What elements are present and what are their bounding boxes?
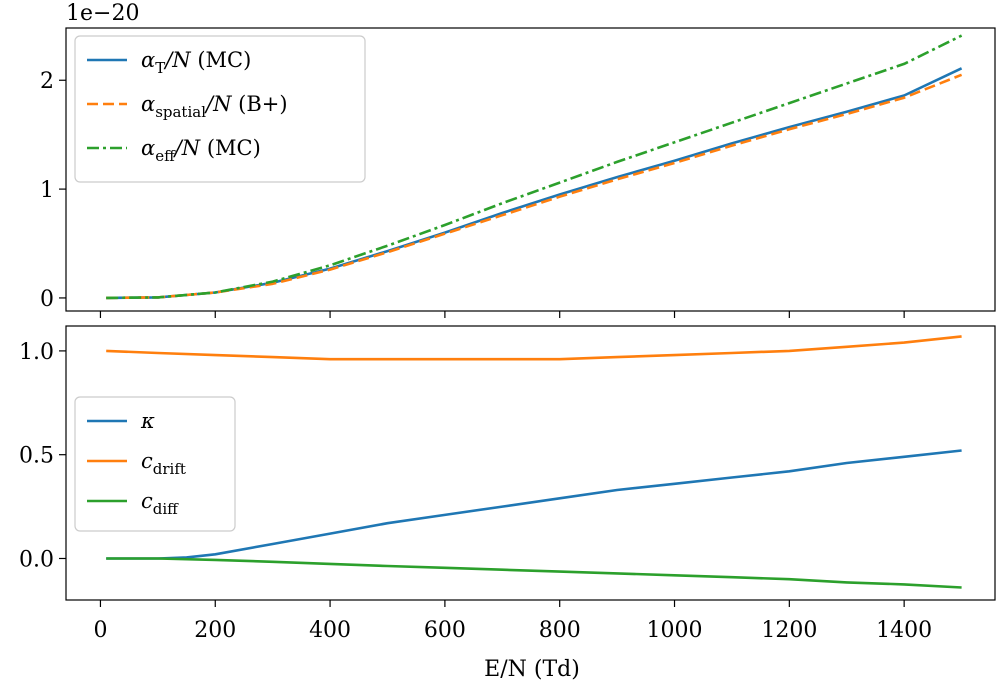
- x-tick-label: 200: [194, 618, 236, 643]
- legend-label: αeff/N (MC): [141, 136, 261, 165]
- bottom-panel: 0.0 0.5 1.0 0 200 400 600 800 1000 1200 1400 κ cdrif…: [19, 325, 996, 643]
- legend-label: αspatial/N (B+): [141, 92, 288, 121]
- series-line-2-1: [106, 449, 962, 560]
- x-tick-label: 1000: [647, 618, 703, 643]
- series-line-2-2: [106, 335, 962, 361]
- legend: κ cdrift​ cdiff​: [74, 396, 236, 532]
- y-tick-label: 0: [40, 287, 54, 312]
- legend-label: cdiff​: [141, 489, 179, 518]
- legend: αT/N (MC) αspatial/N (B+) αeff/N (MC): [74, 35, 366, 183]
- legend-label: cdrift​: [141, 449, 186, 478]
- legend-label: αT/N (MC): [141, 48, 251, 77]
- offset-text: 1e−20: [66, 1, 139, 26]
- x-tick-label: 600: [424, 618, 466, 643]
- series-line-1-3: [106, 34, 963, 300]
- legend-box: [74, 35, 366, 183]
- y-tick-label: 0.0: [19, 547, 54, 572]
- x-tick-label: 1200: [761, 618, 817, 643]
- legend-box: [74, 396, 236, 532]
- y-tick-label: 1.0: [19, 340, 54, 365]
- top-panel: 0 1 2 αT/N (MC) αspatial/N (B+) αeff/N (MC): [40, 27, 996, 318]
- x-axis-label: E/N (Td): [484, 657, 580, 682]
- x-tick-label: 0: [93, 618, 107, 643]
- y-tick-label: 0.5: [19, 444, 54, 469]
- y-tick-label: 2: [40, 69, 54, 94]
- plot-frame: [65, 27, 996, 312]
- series-line-2-3: [106, 557, 962, 589]
- x-tick-label: 400: [309, 618, 351, 643]
- legend-label: κ: [140, 409, 155, 433]
- x-tick-label: 800: [539, 618, 581, 643]
- plot-frame: [65, 325, 996, 601]
- y-tick-label: 1: [40, 178, 54, 203]
- x-tick-label: 1400: [876, 618, 932, 643]
